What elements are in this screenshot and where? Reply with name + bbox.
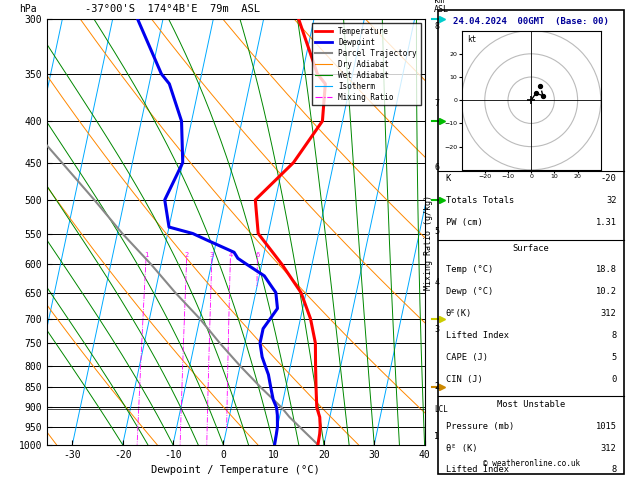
- Text: θᴱ(K): θᴱ(K): [446, 309, 472, 318]
- Text: 3: 3: [209, 252, 214, 259]
- Text: 1015: 1015: [596, 422, 616, 431]
- Text: 4: 4: [228, 252, 233, 259]
- Text: -20: -20: [601, 174, 616, 184]
- Text: kt: kt: [467, 35, 476, 44]
- Text: 1: 1: [144, 252, 148, 259]
- Text: 5: 5: [611, 353, 616, 362]
- Text: 8: 8: [611, 331, 616, 340]
- Text: CIN (J): CIN (J): [446, 375, 482, 383]
- Text: K: K: [446, 174, 451, 184]
- Text: LCL: LCL: [434, 405, 448, 414]
- Text: km
ASL: km ASL: [434, 0, 449, 14]
- Text: Dewp (°C): Dewp (°C): [446, 287, 493, 296]
- Text: © weatheronline.co.uk: © weatheronline.co.uk: [482, 459, 580, 469]
- Text: -37°00'S  174°4B'E  79m  ASL: -37°00'S 174°4B'E 79m ASL: [85, 4, 260, 14]
- Point: [535, 83, 545, 90]
- Text: 32: 32: [606, 196, 616, 205]
- Text: Mixing Ratio (g/kg): Mixing Ratio (g/kg): [425, 195, 433, 291]
- Text: Lifted Index: Lifted Index: [446, 466, 509, 474]
- Text: Surface: Surface: [513, 243, 550, 253]
- Text: hPa: hPa: [19, 4, 36, 14]
- Text: 312: 312: [601, 309, 616, 318]
- Point: [531, 89, 541, 97]
- Text: θᴱ (K): θᴱ (K): [446, 444, 477, 452]
- Text: 6: 6: [255, 252, 260, 259]
- Text: 10.2: 10.2: [596, 287, 616, 296]
- Text: 18.8: 18.8: [596, 265, 616, 275]
- Text: 312: 312: [601, 444, 616, 452]
- Text: PW (cm): PW (cm): [446, 218, 482, 227]
- Text: 1.31: 1.31: [596, 218, 616, 227]
- Text: Temp (°C): Temp (°C): [446, 265, 493, 275]
- Text: Most Unstable: Most Unstable: [497, 400, 565, 409]
- Text: 8: 8: [611, 466, 616, 474]
- Text: 2: 2: [184, 252, 189, 259]
- Text: Pressure (mb): Pressure (mb): [446, 422, 514, 431]
- Point: [538, 92, 548, 100]
- Text: Lifted Index: Lifted Index: [446, 331, 509, 340]
- Text: CAPE (J): CAPE (J): [446, 353, 488, 362]
- Legend: Temperature, Dewpoint, Parcel Trajectory, Dry Adiabat, Wet Adiabat, Isotherm, Mi: Temperature, Dewpoint, Parcel Trajectory…: [311, 23, 421, 105]
- Text: Totals Totals: Totals Totals: [446, 196, 514, 205]
- X-axis label: Dewpoint / Temperature (°C): Dewpoint / Temperature (°C): [152, 465, 320, 475]
- Text: 24.04.2024  00GMT  (Base: 00): 24.04.2024 00GMT (Base: 00): [454, 17, 609, 26]
- Text: 0: 0: [611, 375, 616, 383]
